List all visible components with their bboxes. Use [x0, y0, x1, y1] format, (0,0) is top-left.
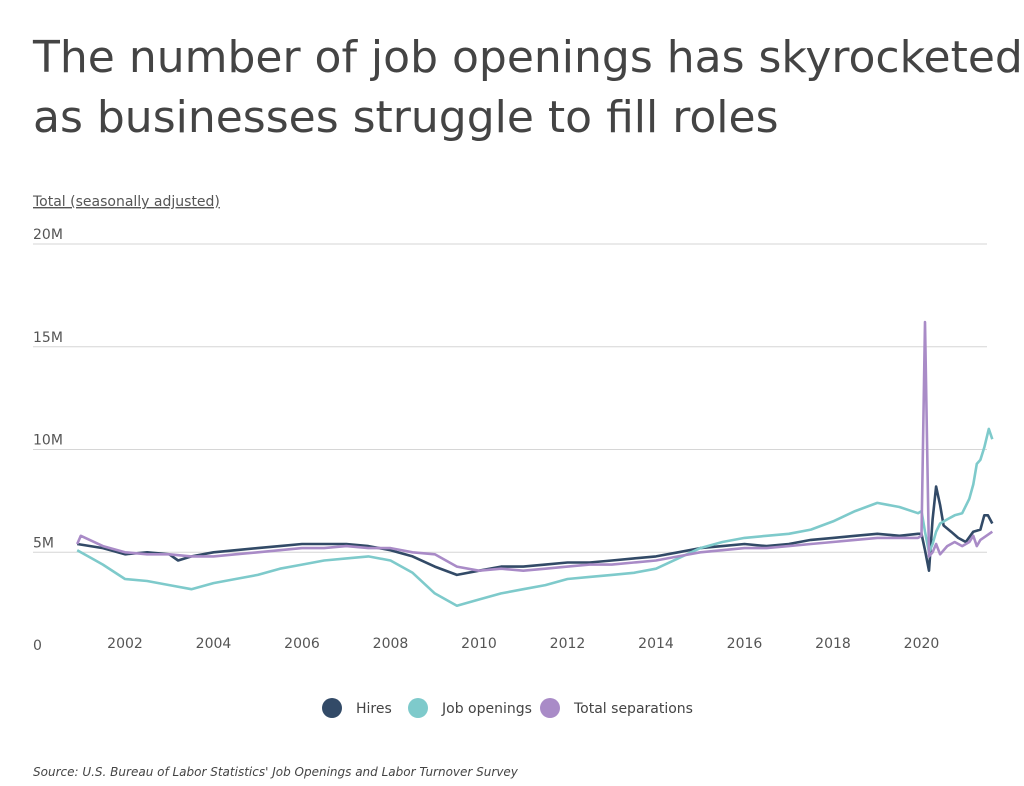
legend-label: Hires — [356, 701, 392, 717]
series-lines — [76, 320, 994, 607]
y-tick-label: 10M — [33, 433, 63, 449]
y-axis-label: Total (seasonally adjusted) — [32, 194, 220, 210]
y-axis-ticks: 0 5M 10M 15M 20M — [33, 227, 63, 654]
x-tick-label: 2016 — [727, 636, 763, 652]
chart-title-line-2: as businesses struggle to fill roles — [33, 92, 779, 143]
y-tick-label: 20M — [33, 227, 63, 243]
x-tick-label: 2010 — [461, 636, 497, 652]
x-tick-label: 2006 — [284, 636, 320, 652]
x-tick-label: 2008 — [373, 636, 409, 652]
legend-swatch — [408, 698, 428, 718]
legend-swatch — [322, 698, 342, 718]
y-tick-label: 0 — [33, 638, 42, 654]
chart-title-line-1: The number of job openings has skyrocket… — [32, 32, 1023, 83]
legend-label: Job openings — [441, 701, 532, 717]
legend-swatch — [540, 698, 560, 718]
x-axis-ticks: 2002 2004 2006 2008 2010 2012 2014 2016 2018 2020 — [107, 636, 939, 652]
series-line-job-openings — [76, 427, 994, 607]
x-tick-label: 2018 — [815, 636, 851, 652]
source-note: Source: U.S. Bureau of Labor Statistics'… — [33, 765, 519, 779]
series-line-total-separations — [76, 320, 994, 572]
gridlines — [33, 243, 987, 553]
x-tick-label: 2012 — [550, 636, 586, 652]
x-tick-label: 2020 — [904, 636, 940, 652]
x-tick-label: 2014 — [638, 636, 674, 652]
x-tick-label: 2004 — [196, 636, 232, 652]
legend-label: Total separations — [573, 701, 693, 717]
y-tick-label: 5M — [33, 535, 54, 551]
series-line-hires — [76, 485, 994, 577]
x-tick-label: 2002 — [107, 636, 143, 652]
y-tick-label: 15M — [33, 330, 63, 346]
legend: Hires Job openings Total separations — [322, 698, 693, 718]
